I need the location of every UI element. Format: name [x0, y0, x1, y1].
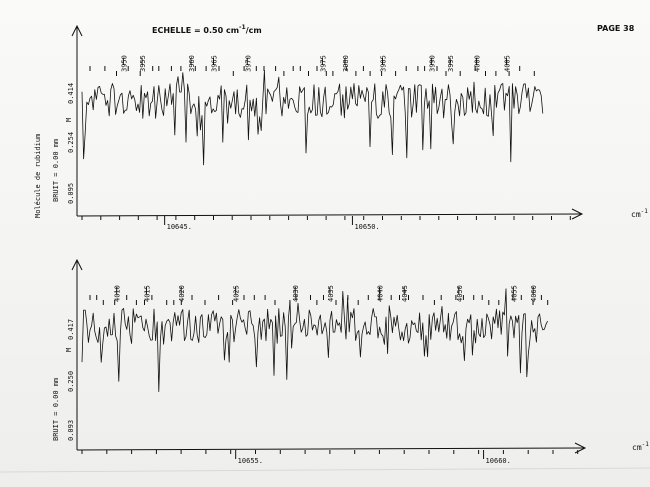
line-label: 4010: [114, 285, 122, 302]
line-label: 4020: [178, 285, 186, 302]
line-label: 4030: [292, 285, 300, 302]
line-label: 4055: [510, 285, 518, 302]
bottom-x-axis: [76, 447, 586, 451]
scan-edge: [0, 467, 650, 473]
top-x-unit: cm-1: [631, 208, 648, 219]
top-x-axis: [76, 213, 583, 217]
spectrum-trace-path: [81, 288, 548, 392]
page-label: PAGE 38: [597, 24, 635, 33]
bottom-x-ticks: 10655. 10660.: [81, 450, 579, 465]
bottom-y-tick-label: 0.093: [67, 420, 75, 441]
line-label: 3980: [342, 55, 350, 72]
line-label: 3970: [244, 55, 252, 72]
line-label: 3965: [210, 55, 218, 72]
line-label: 4000: [473, 55, 481, 72]
line-label: 4015: [143, 285, 151, 302]
top-y-arrow: [71, 24, 83, 37]
scale-label: ECHELLE = 0.50 cm-1/cm: [152, 24, 262, 35]
line-label: 4050: [456, 285, 464, 302]
top-noise-label: BRUIT = 0.00 mm: [52, 139, 60, 202]
line-label: 4005: [503, 55, 511, 72]
bottom-line-marks: 4010 4015 4020 4025 4030 4035 4040 4045 4050 4055…: [89, 285, 549, 305]
bottom-noise-label: BRUIT = 0.00 mm: [52, 378, 60, 441]
top-y-marker: M: [65, 118, 73, 122]
line-label: 3975: [319, 55, 327, 72]
bottom-y-marker: M: [65, 348, 73, 352]
bottom-panel: cm-1 M 0.417 0.250 0.093 BRUIT = 0.00 mm…: [52, 258, 649, 465]
bottom-y-tick-label: 0.417: [67, 319, 75, 340]
line-label: 3995: [447, 55, 455, 72]
line-label: 4025: [233, 285, 241, 302]
bottom-x-unit: cm-1: [632, 441, 649, 452]
top-x-arrow: [571, 208, 584, 220]
spectrum-trace-path: [81, 69, 544, 166]
line-label: 4045: [401, 285, 409, 302]
bottom-spectrum-trace: [81, 288, 548, 392]
line-label: 3950: [120, 55, 128, 72]
x-tick-label: 10660.: [486, 457, 511, 465]
top-y-tick-label: 0.254: [67, 132, 75, 153]
line-label: 3955: [139, 55, 147, 72]
bottom-x-arrow: [574, 442, 587, 454]
x-tick-label: 10655.: [238, 457, 263, 465]
line-label: 3985: [379, 55, 387, 72]
top-spectrum-trace: [81, 69, 544, 166]
bottom-y-arrow: [71, 258, 83, 271]
line-label: 3960: [188, 55, 196, 72]
top-x-ticks: 10645. 10650.: [81, 216, 571, 231]
bottom-y-tick-label: 0.250: [67, 371, 75, 392]
line-label: 4040: [376, 285, 384, 302]
x-tick-label: 10650.: [354, 223, 379, 231]
top-panel: cm-1 M 0.414 0.254 0.095 BRUIT = 0.00 mm…: [52, 24, 648, 231]
x-tick-label: 10645.: [167, 223, 192, 231]
line-label: 3990: [428, 55, 436, 72]
top-y-tick-label: 0.095: [67, 183, 75, 204]
top-line-marks: 3950 3955 3960 3965 3970 3975 3980 3985 3990 3995…: [89, 55, 535, 76]
line-label: 4060: [530, 285, 538, 302]
side-label: Molécule de rubidium: [34, 134, 42, 218]
line-label: 4035: [327, 285, 335, 302]
top-y-tick-label: 0.414: [67, 83, 75, 104]
